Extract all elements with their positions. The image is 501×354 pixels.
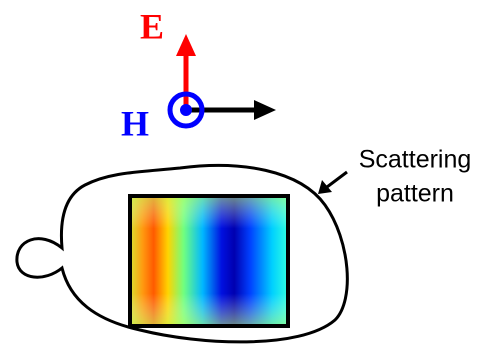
h-label: H <box>121 103 149 143</box>
e-arrowhead <box>176 34 196 56</box>
diagram: E H Scattering pattern <box>0 0 501 354</box>
annotation-arrowhead <box>318 180 332 194</box>
e-label: E <box>140 6 164 46</box>
h-dot <box>180 104 192 116</box>
field-map-shade <box>130 196 288 326</box>
annotation-line: pattern <box>376 180 454 208</box>
annotation-arrow <box>327 172 347 187</box>
annotation-line: Scattering <box>359 146 472 174</box>
k-arrowhead <box>254 100 276 120</box>
